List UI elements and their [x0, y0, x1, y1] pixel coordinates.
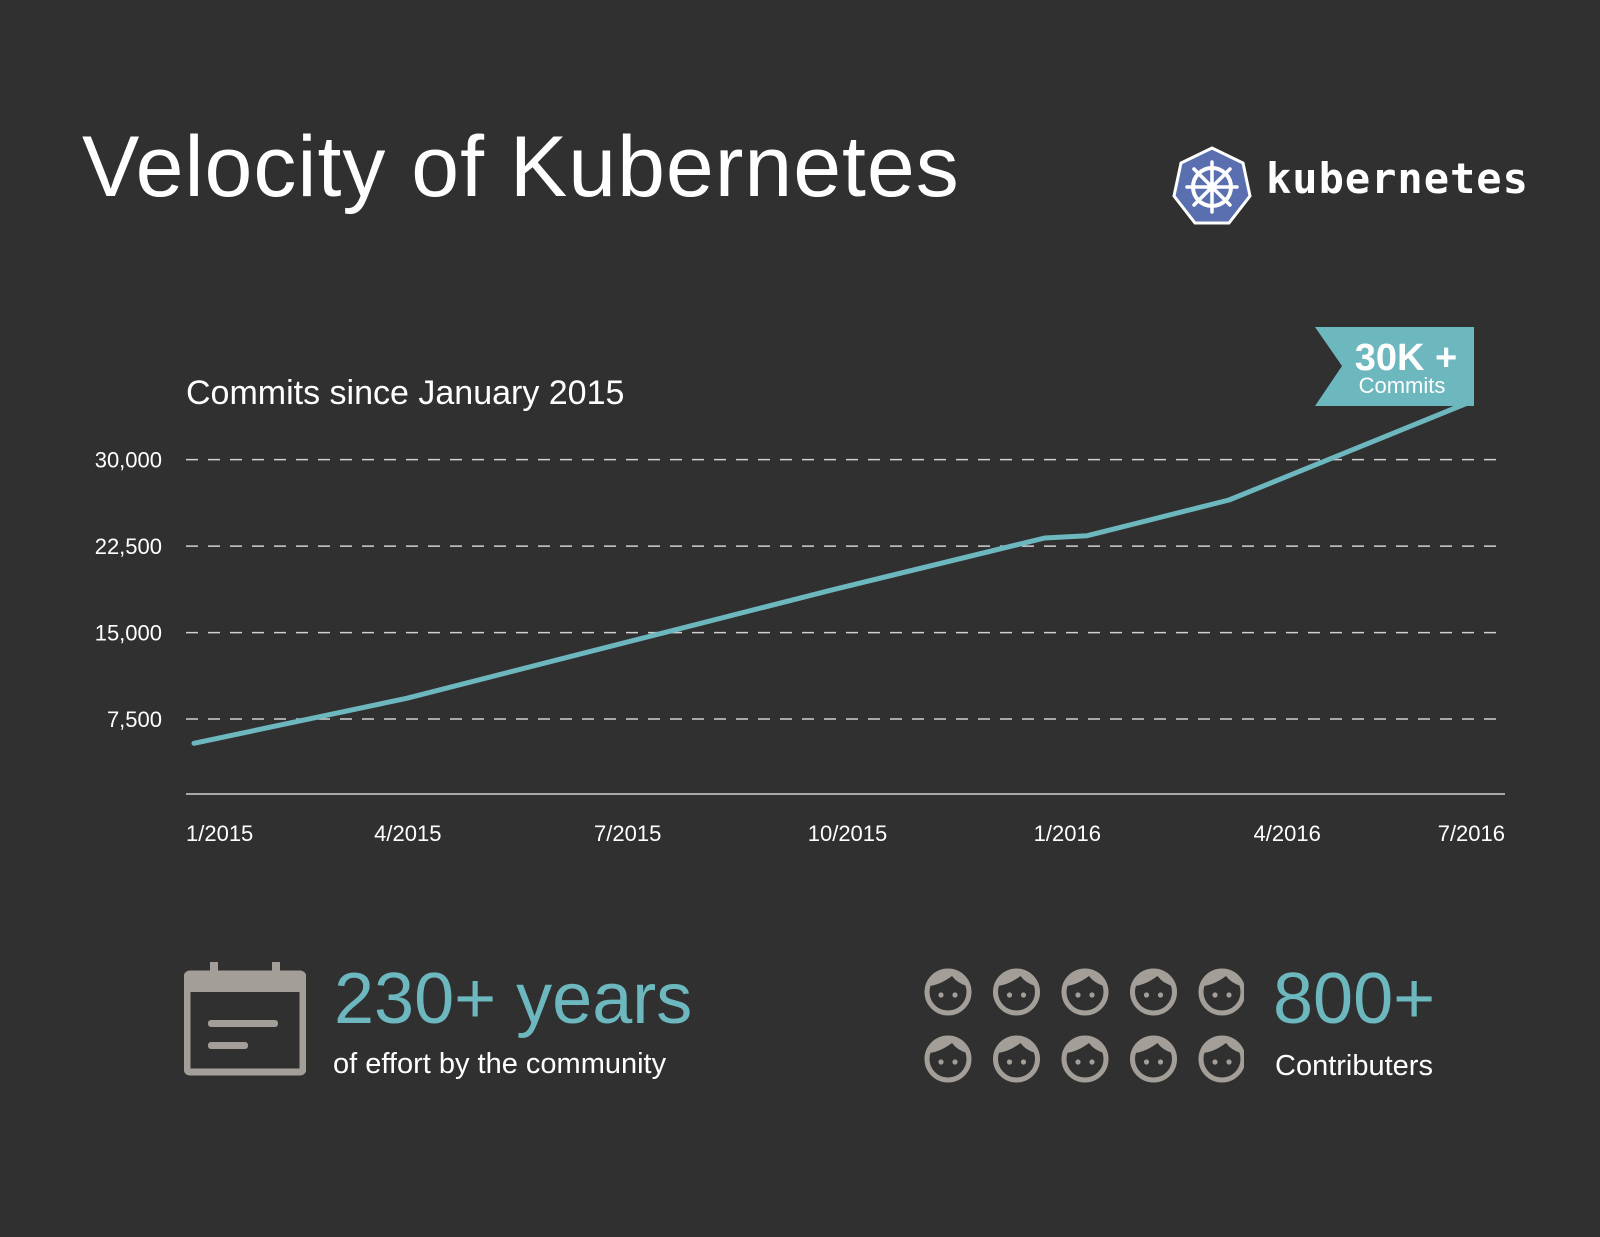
callout-label: Commits	[1359, 373, 1446, 398]
callout-banner	[1315, 327, 1474, 406]
person-face-icon	[1061, 1035, 1109, 1083]
years-effort-label: of effort by the community	[333, 1048, 667, 1080]
x-axis-ticks: 1/2015 4/2015 7/2015 10/2015 1/2016 4/2016 7/2…	[186, 821, 1505, 846]
callout-value: 30K +	[1355, 337, 1457, 379]
chart-title: Commits since January 2015	[186, 374, 624, 412]
x-tick-label: 7/2015	[594, 821, 661, 846]
y-axis-ticks: 30,000 22,500 15,000 7,500	[95, 448, 162, 732]
y-tick-label: 15,000	[95, 621, 162, 646]
series-layer	[191, 399, 1473, 746]
person-face-icon	[1130, 968, 1177, 1016]
person-face-icon	[1130, 1035, 1177, 1083]
person-face-icon	[1061, 968, 1109, 1016]
person-face-icon	[924, 968, 972, 1016]
y-tick-label: 7,500	[107, 707, 162, 732]
x-tick-label: 1/2015	[186, 821, 253, 846]
commits-line-chart: Commits since January 2015 30,000 22,500 1…	[95, 327, 1505, 846]
y-tick-label: 30,000	[95, 448, 162, 473]
person-face-icon	[993, 1035, 1040, 1083]
x-tick-label: 4/2015	[374, 821, 441, 846]
x-tick-label: 1/2016	[1034, 821, 1101, 846]
y-tick-label: 22,500	[95, 534, 162, 559]
contributor-faces	[924, 968, 1244, 1083]
contributors-label: Contributers	[1275, 1050, 1433, 1082]
person-face-icon	[993, 968, 1040, 1016]
x-tick-label: 4/2016	[1254, 821, 1321, 846]
series-line-commits	[191, 399, 1473, 746]
x-tick-label: 7/2016	[1438, 821, 1505, 846]
page-title: Velocity of Kubernetes	[82, 119, 960, 215]
kubernetes-wordmark: kubernetes	[1266, 154, 1529, 203]
person-face-icon	[1198, 1035, 1244, 1083]
calendar-icon	[184, 962, 306, 1076]
x-tick-label: 10/2015	[808, 821, 888, 846]
contributors-value: 800+	[1273, 959, 1436, 1039]
person-face-icon	[924, 1035, 972, 1083]
kubernetes-logo-icon	[1172, 146, 1252, 225]
person-face-icon	[1198, 968, 1244, 1016]
callout-30k-commits: 30K +Commits	[1315, 327, 1474, 406]
years-effort-value: 230+ years	[334, 959, 693, 1039]
